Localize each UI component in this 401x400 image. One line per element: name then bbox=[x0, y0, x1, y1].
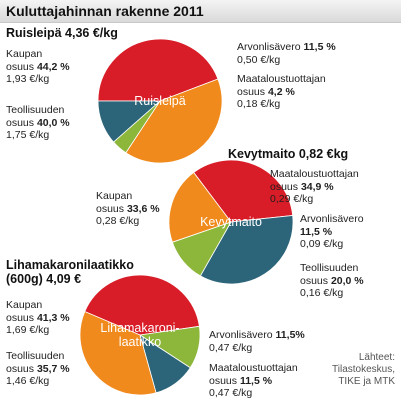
chart3-title-line1: Lihamakaronilaatikko bbox=[6, 258, 134, 272]
chart3-center-label-0: Lihamakaroni- bbox=[100, 321, 179, 335]
chart1-teollisuuden-percent: 40,0 % bbox=[36, 116, 70, 129]
chart2-maatalous-percent: 34,9 % bbox=[300, 180, 334, 193]
chart1-alv-label: Arvonlisävero 11,5 % 0,50 €/kg bbox=[237, 41, 336, 66]
chart3-maatalous-percent: 11,5 % bbox=[239, 374, 273, 387]
osuus-word: osuus bbox=[6, 60, 35, 73]
chart2-alv-share: 11,5 % bbox=[300, 226, 364, 239]
chart3-teollisuuden-label: Teollisuuden osuus 35,7 % 1,46 €/kg bbox=[6, 350, 70, 388]
chart3-alv-label: Arvonlisävero 11,5% 0,47 €/kg bbox=[209, 329, 305, 354]
chart2-alv-percent: 11,5 % bbox=[300, 225, 333, 238]
chart2-title: Kevytmaito 0,82 €kg bbox=[228, 147, 349, 161]
source-line2: Tilastokeskus, bbox=[332, 364, 395, 375]
osuus-word: osuus bbox=[237, 85, 266, 98]
alv-word: Arvonlisävero bbox=[237, 41, 301, 53]
chart1-kaupan-name: Kaupan bbox=[6, 48, 43, 60]
osuus-word: osuus bbox=[6, 311, 35, 324]
chart2-center-label-0: Kevytmaito bbox=[200, 215, 262, 229]
chart2-slice-3 bbox=[168, 171, 232, 243]
chart3-alv-percent: 11,5% bbox=[275, 329, 305, 341]
source-note: Lähteet: Tilastokeskus, TIKE ja MTK bbox=[332, 352, 395, 388]
chart2-teollisuuden-value: 0,16 €/kg bbox=[300, 287, 344, 299]
osuus-word: osuus bbox=[209, 374, 238, 387]
chart3-teollisuuden-name: Teollisuuden bbox=[6, 350, 65, 362]
chart1-center-label-0: Ruisleipä bbox=[134, 94, 185, 108]
chart3-slice-3 bbox=[79, 311, 157, 396]
chart3-title-line2: (600g) 4,09 € bbox=[6, 272, 82, 286]
chart2-maatalous-value: 0,29 €/kg bbox=[270, 193, 314, 205]
chart2-teollisuuden-percent: 20,0 % bbox=[330, 274, 364, 287]
chart1-maatalous-percent: 4,2 % bbox=[267, 85, 295, 98]
chart3-maatalous-label: Maataloustuottajan osuus 11,5 % 0,47 €/k… bbox=[209, 362, 298, 400]
chart3-center-label-1: laatikko bbox=[119, 335, 161, 349]
chart1-title: Ruisleipä 4,36 €/kg bbox=[6, 26, 118, 40]
chart1-kaupan-percent: 44,2 % bbox=[36, 60, 70, 73]
chart3-kaupan-share: osuus 41,3 % bbox=[6, 312, 70, 325]
chart1-teollisuuden-label: Teollisuuden osuus 40,0 % 1,75 €/kg bbox=[6, 104, 70, 142]
chart1-slice-0 bbox=[97, 38, 219, 102]
chart3-alv-share: Arvonlisävero 11,5% bbox=[209, 329, 305, 342]
chart3-teollisuuden-percent: 35,7 % bbox=[36, 362, 70, 375]
chart1-alv-percent: 11,5 % bbox=[303, 41, 336, 53]
chart3-alv-value: 0,47 €/kg bbox=[209, 341, 253, 354]
source-line3: TIKE ja MTK bbox=[338, 376, 395, 387]
chart2-teollisuuden-label: Teollisuuden osuus 20,0 % 0,16 €/kg bbox=[300, 262, 364, 300]
chart-header: Kuluttajahinnan rakenne 2011 bbox=[0, 0, 401, 23]
chart3-slice-0 bbox=[84, 274, 200, 336]
chart2-maatalous-share: osuus 34,9 % bbox=[270, 181, 359, 194]
osuus-word: osuus bbox=[6, 116, 35, 129]
chart1-maatalous-value: 0,18 €/kg bbox=[237, 98, 281, 110]
chart2-slice-1 bbox=[199, 215, 294, 285]
chart2-kaupan-name: Kaupan bbox=[96, 190, 133, 202]
chart1-alv-share: Arvonlisävero 11,5 % bbox=[237, 41, 336, 54]
chart3-maatalous-value: 0,47 €/kg bbox=[209, 387, 253, 399]
chart3-maatalous-name: Maataloustuottajan bbox=[209, 362, 298, 374]
chart1-teollisuuden-share: osuus 40,0 % bbox=[6, 117, 70, 130]
chart1-slice-3 bbox=[97, 100, 162, 143]
chart2-maatalous-label: Maataloustuottajan osuus 34,9 % 0,29 €/k… bbox=[270, 168, 359, 206]
chart2-kaupan-label: Kaupan osuus 33,6 % 0,28 €/kg bbox=[96, 190, 160, 228]
chart3-teollisuuden-share: osuus 35,7 % bbox=[6, 363, 70, 376]
chart2-kaupan-percent: 33,6 % bbox=[126, 202, 160, 215]
chart1-maatalous-label: Maataloustuottajan osuus 4,2 % 0,18 €/kg bbox=[237, 73, 326, 111]
chart1-maatalous-share: osuus 4,2 % bbox=[237, 86, 326, 99]
chart3-maatalous-share: osuus 11,5 % bbox=[209, 375, 298, 388]
osuus-word: osuus bbox=[270, 180, 299, 193]
chart1-slice-1 bbox=[125, 78, 223, 164]
chart1-teollisuuden-value: 1,75 €/kg bbox=[6, 129, 50, 141]
chart2-alv-value: 0,09 €/kg bbox=[300, 238, 344, 250]
chart2-kaupan-share: osuus 33,6 % bbox=[96, 203, 160, 216]
chart1-maatalous-name: Maataloustuottajan bbox=[237, 73, 326, 85]
chart3-title: Lihamakaronilaatikko (600g) 4,09 € bbox=[6, 258, 134, 286]
source-line1: Lähteet: bbox=[358, 352, 395, 363]
chart3-kaupan-percent: 41,3 % bbox=[36, 311, 70, 324]
chart1-kaupan-share: osuus 44,2 % bbox=[6, 61, 70, 74]
chart3-kaupan-label: Kaupan osuus 41,3 % 1,69 €/kg bbox=[6, 299, 70, 337]
chart2-kaupan-value: 0,28 €/kg bbox=[96, 215, 140, 227]
chart2-teollisuuden-name: Teollisuuden bbox=[300, 262, 359, 274]
chart1-kaupan-value: 1,93 €/kg bbox=[6, 73, 50, 85]
chart1-alv-value: 0,50 €/kg bbox=[237, 53, 281, 66]
chart3-kaupan-name: Kaupan bbox=[6, 299, 43, 311]
osuus-word: osuus bbox=[6, 362, 35, 375]
chart2-slice-0 bbox=[193, 159, 294, 223]
chart2-maatalous-name: Maataloustuottajan bbox=[270, 168, 359, 180]
chart2-teollisuuden-share: osuus 20,0 % bbox=[300, 275, 364, 288]
chart3-kaupan-value: 1,69 €/kg bbox=[6, 324, 50, 336]
chart2-alv-name: Arvonlisävero bbox=[300, 213, 364, 225]
osuus-word: osuus bbox=[300, 274, 329, 287]
osuus-word: osuus bbox=[96, 202, 125, 215]
page-title: Kuluttajahinnan rakenne 2011 bbox=[6, 3, 204, 19]
chart1-teollisuuden-name: Teollisuuden bbox=[6, 104, 65, 116]
chart3-teollisuuden-value: 1,46 €/kg bbox=[6, 375, 50, 387]
chart2-alv-label: Arvonlisävero 11,5 % 0,09 €/kg bbox=[300, 213, 364, 251]
chart1-kaupan-label: Kaupan osuus 44,2 % 1,93 €/kg bbox=[6, 48, 70, 86]
alv-word: Arvonlisävero bbox=[209, 329, 273, 341]
